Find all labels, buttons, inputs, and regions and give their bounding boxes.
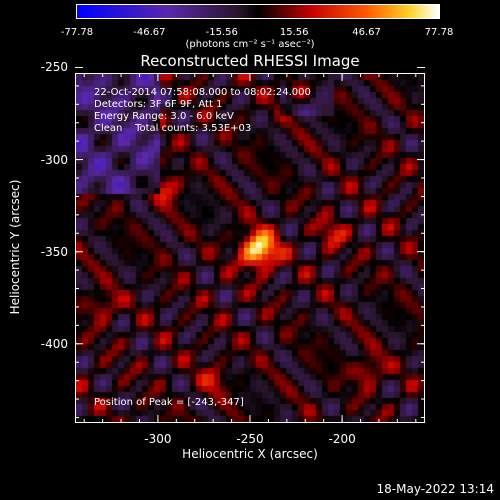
colorbar-tick-label: 77.78 bbox=[424, 27, 454, 38]
x-tick-label: -200 bbox=[328, 432, 356, 446]
colorbar-tick-label: 46.67 bbox=[352, 27, 381, 38]
colorbar-gradient bbox=[77, 5, 439, 18]
colorbar-tick-label: -46.67 bbox=[133, 27, 166, 38]
colorbar-tick-label: 15.56 bbox=[279, 27, 309, 38]
heatmap-image bbox=[76, 74, 424, 422]
footer-date: 18-May-2022 13:14 bbox=[376, 482, 494, 496]
y-tick-label: -250 bbox=[40, 60, 68, 75]
colorbar-tick-label: -15.56 bbox=[205, 27, 238, 38]
x-tick-label: -250 bbox=[236, 432, 264, 446]
y-tick-label: -350 bbox=[40, 244, 68, 259]
x-tick-label: -300 bbox=[144, 432, 172, 446]
annotation-time: 22-Oct-2014 07:58:08.000 to 08:02:24.000 bbox=[94, 87, 311, 98]
colorbar bbox=[76, 4, 440, 19]
x-axis-label: Heliocentric X (arcsec) bbox=[182, 447, 318, 461]
annotation-counts: Clean Total counts: 3.53E+03 bbox=[94, 123, 252, 134]
colorbar-label: (photons cm⁻² s⁻¹ asec⁻²) bbox=[185, 39, 315, 50]
peak-position-label: Position of Peak = [-243,-347] bbox=[94, 397, 244, 408]
y-axis-label: Heliocentric Y (arcsec) bbox=[8, 179, 22, 315]
colorbar-tick-label: -77.78 bbox=[60, 27, 94, 38]
y-tick-label: -400 bbox=[40, 336, 68, 351]
annotation-energy: Energy Range: 3.0 - 6.0 keV bbox=[94, 111, 234, 122]
annotation-detectors: Detectors: 3F 6F 9F, Att 1 bbox=[94, 99, 223, 110]
chart-title: Reconstructed RHESSI Image bbox=[140, 52, 360, 70]
y-tick-label: -300 bbox=[40, 152, 68, 167]
plot-area[interactable]: 22-Oct-2014 07:58:08.000 to 08:02:24.000… bbox=[75, 73, 425, 423]
